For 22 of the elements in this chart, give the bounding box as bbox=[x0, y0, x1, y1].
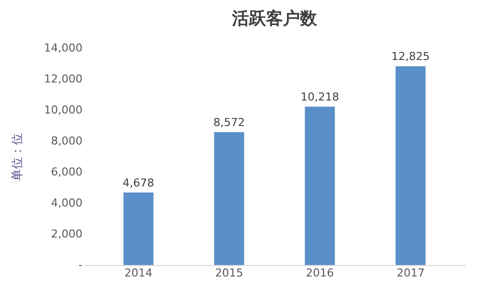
bar bbox=[214, 132, 244, 265]
y-tick-label: 6,000 bbox=[51, 166, 82, 178]
y-tick-label: 2,000 bbox=[51, 228, 82, 240]
bar bbox=[123, 192, 154, 265]
y-tick-label: 10,000 bbox=[44, 104, 82, 116]
y-tick-label: 12,000 bbox=[44, 72, 82, 86]
x-tick-label: 2016 bbox=[306, 266, 334, 280]
x-tick-label: 2017 bbox=[396, 266, 425, 280]
data-label: 10,218 bbox=[300, 90, 340, 104]
y-tick-label: 14,000 bbox=[44, 42, 82, 54]
data-label: 12,825 bbox=[391, 50, 430, 64]
y-tick-label: 4,000 bbox=[51, 196, 82, 210]
data-label: 8,572 bbox=[213, 116, 245, 130]
x-tick-label: 2014 bbox=[124, 266, 152, 280]
data-label: 4,678 bbox=[122, 176, 154, 190]
y-tick-label: - bbox=[78, 258, 83, 272]
bar bbox=[304, 106, 335, 265]
x-tick-label: 2015 bbox=[215, 266, 244, 280]
chart-title: 活跃客户数 bbox=[231, 9, 318, 29]
y-axis-title: 单位：位 bbox=[10, 133, 24, 181]
y-tick-label: 8,000 bbox=[51, 134, 82, 148]
bar bbox=[396, 66, 426, 265]
